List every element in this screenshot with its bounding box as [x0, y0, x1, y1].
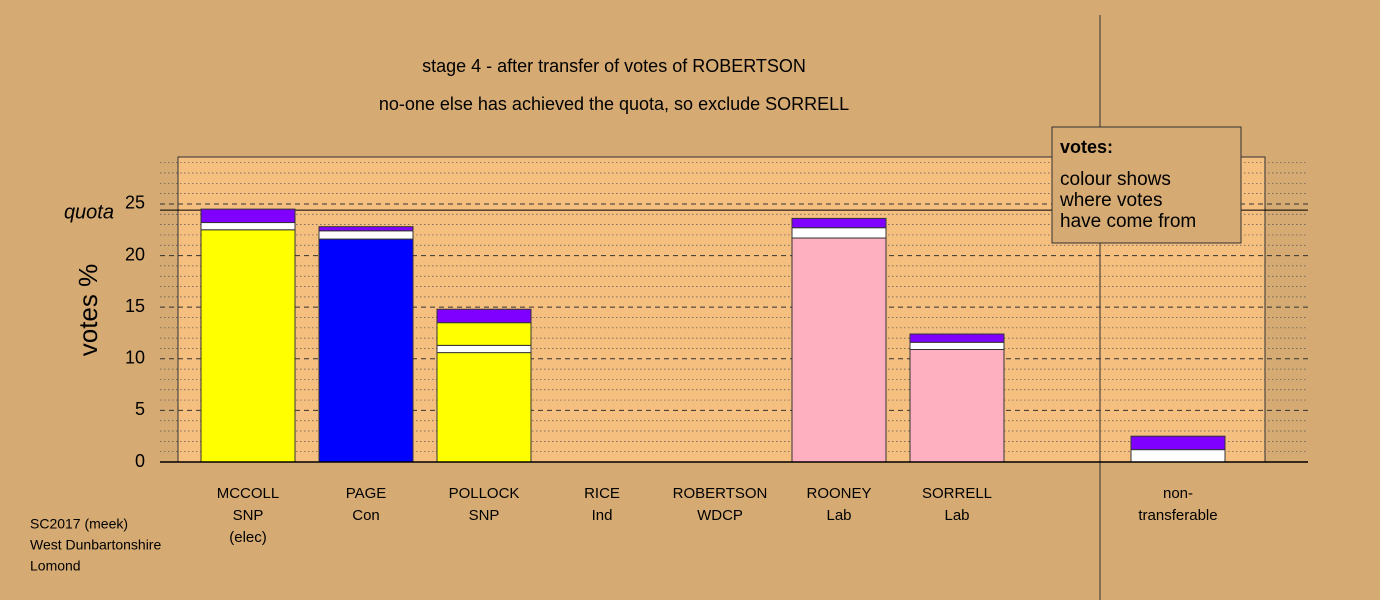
bar-segment	[200, 208, 296, 224]
bar-segment	[200, 229, 296, 463]
y-tick-label: 20	[125, 244, 145, 264]
x-tick-label: Lab	[944, 507, 969, 524]
legend-text: where votes	[1059, 190, 1162, 211]
bar-segment	[318, 226, 414, 232]
quota-label: quota	[64, 201, 114, 223]
x-tick-label: SNP	[469, 507, 500, 524]
chart-title: stage 4 - after transfer of votes of ROB…	[422, 56, 806, 76]
bar-segment	[318, 238, 414, 463]
bar-segment	[909, 333, 1005, 343]
bar-segment	[1130, 449, 1226, 463]
x-tick-label: non-	[1163, 485, 1193, 502]
x-tick-label: POLLOCK	[449, 485, 520, 502]
bar-segment	[200, 222, 296, 231]
y-tick-label: 10	[125, 348, 145, 368]
x-tick-label: RICE	[584, 485, 620, 502]
footer-text: West Dunbartonshire	[30, 537, 161, 553]
bar-segment	[791, 227, 887, 239]
legend-text: have come from	[1060, 211, 1196, 232]
footer-text: SC2017 (meek)	[30, 516, 128, 532]
bar-segment	[791, 237, 887, 463]
x-tick-label: PAGE	[346, 485, 387, 502]
legend-text: colour shows	[1060, 169, 1171, 190]
x-tick-label: SNP	[233, 507, 264, 524]
bar-segment	[436, 344, 532, 354]
bar-segment	[436, 352, 532, 463]
bar-segment	[318, 230, 414, 240]
x-tick-label: ROBERTSON	[673, 485, 768, 502]
bar-segment	[909, 341, 1005, 350]
footer-text: Lomond	[30, 558, 81, 574]
x-tick-label: (elec)	[229, 529, 267, 546]
x-tick-label: SORRELL	[922, 485, 992, 502]
x-tick-label: transferable	[1138, 507, 1217, 524]
legend-title: votes:	[1060, 137, 1113, 157]
chart-subtitle: no-one else has achieved the quota, so e…	[379, 94, 849, 114]
y-axis-label: votes %	[73, 264, 103, 357]
bar-segment	[909, 348, 1005, 463]
x-tick-label: ROONEY	[806, 485, 871, 502]
x-tick-label: Con	[352, 507, 380, 524]
y-tick-label: 15	[125, 296, 145, 316]
y-tick-label: 5	[135, 399, 145, 419]
bar-segment	[436, 308, 532, 324]
x-tick-label: Ind	[592, 507, 613, 524]
x-tick-label: WDCP	[697, 507, 743, 524]
y-tick-label: 25	[125, 193, 145, 213]
x-tick-label: MCCOLL	[217, 485, 280, 502]
bar-segment	[1130, 435, 1226, 451]
x-tick-label: Lab	[826, 507, 851, 524]
y-tick-label: 0	[135, 451, 145, 471]
legend-box	[1051, 126, 1242, 244]
bar-segment	[791, 217, 887, 229]
bar-segment	[436, 322, 532, 346]
